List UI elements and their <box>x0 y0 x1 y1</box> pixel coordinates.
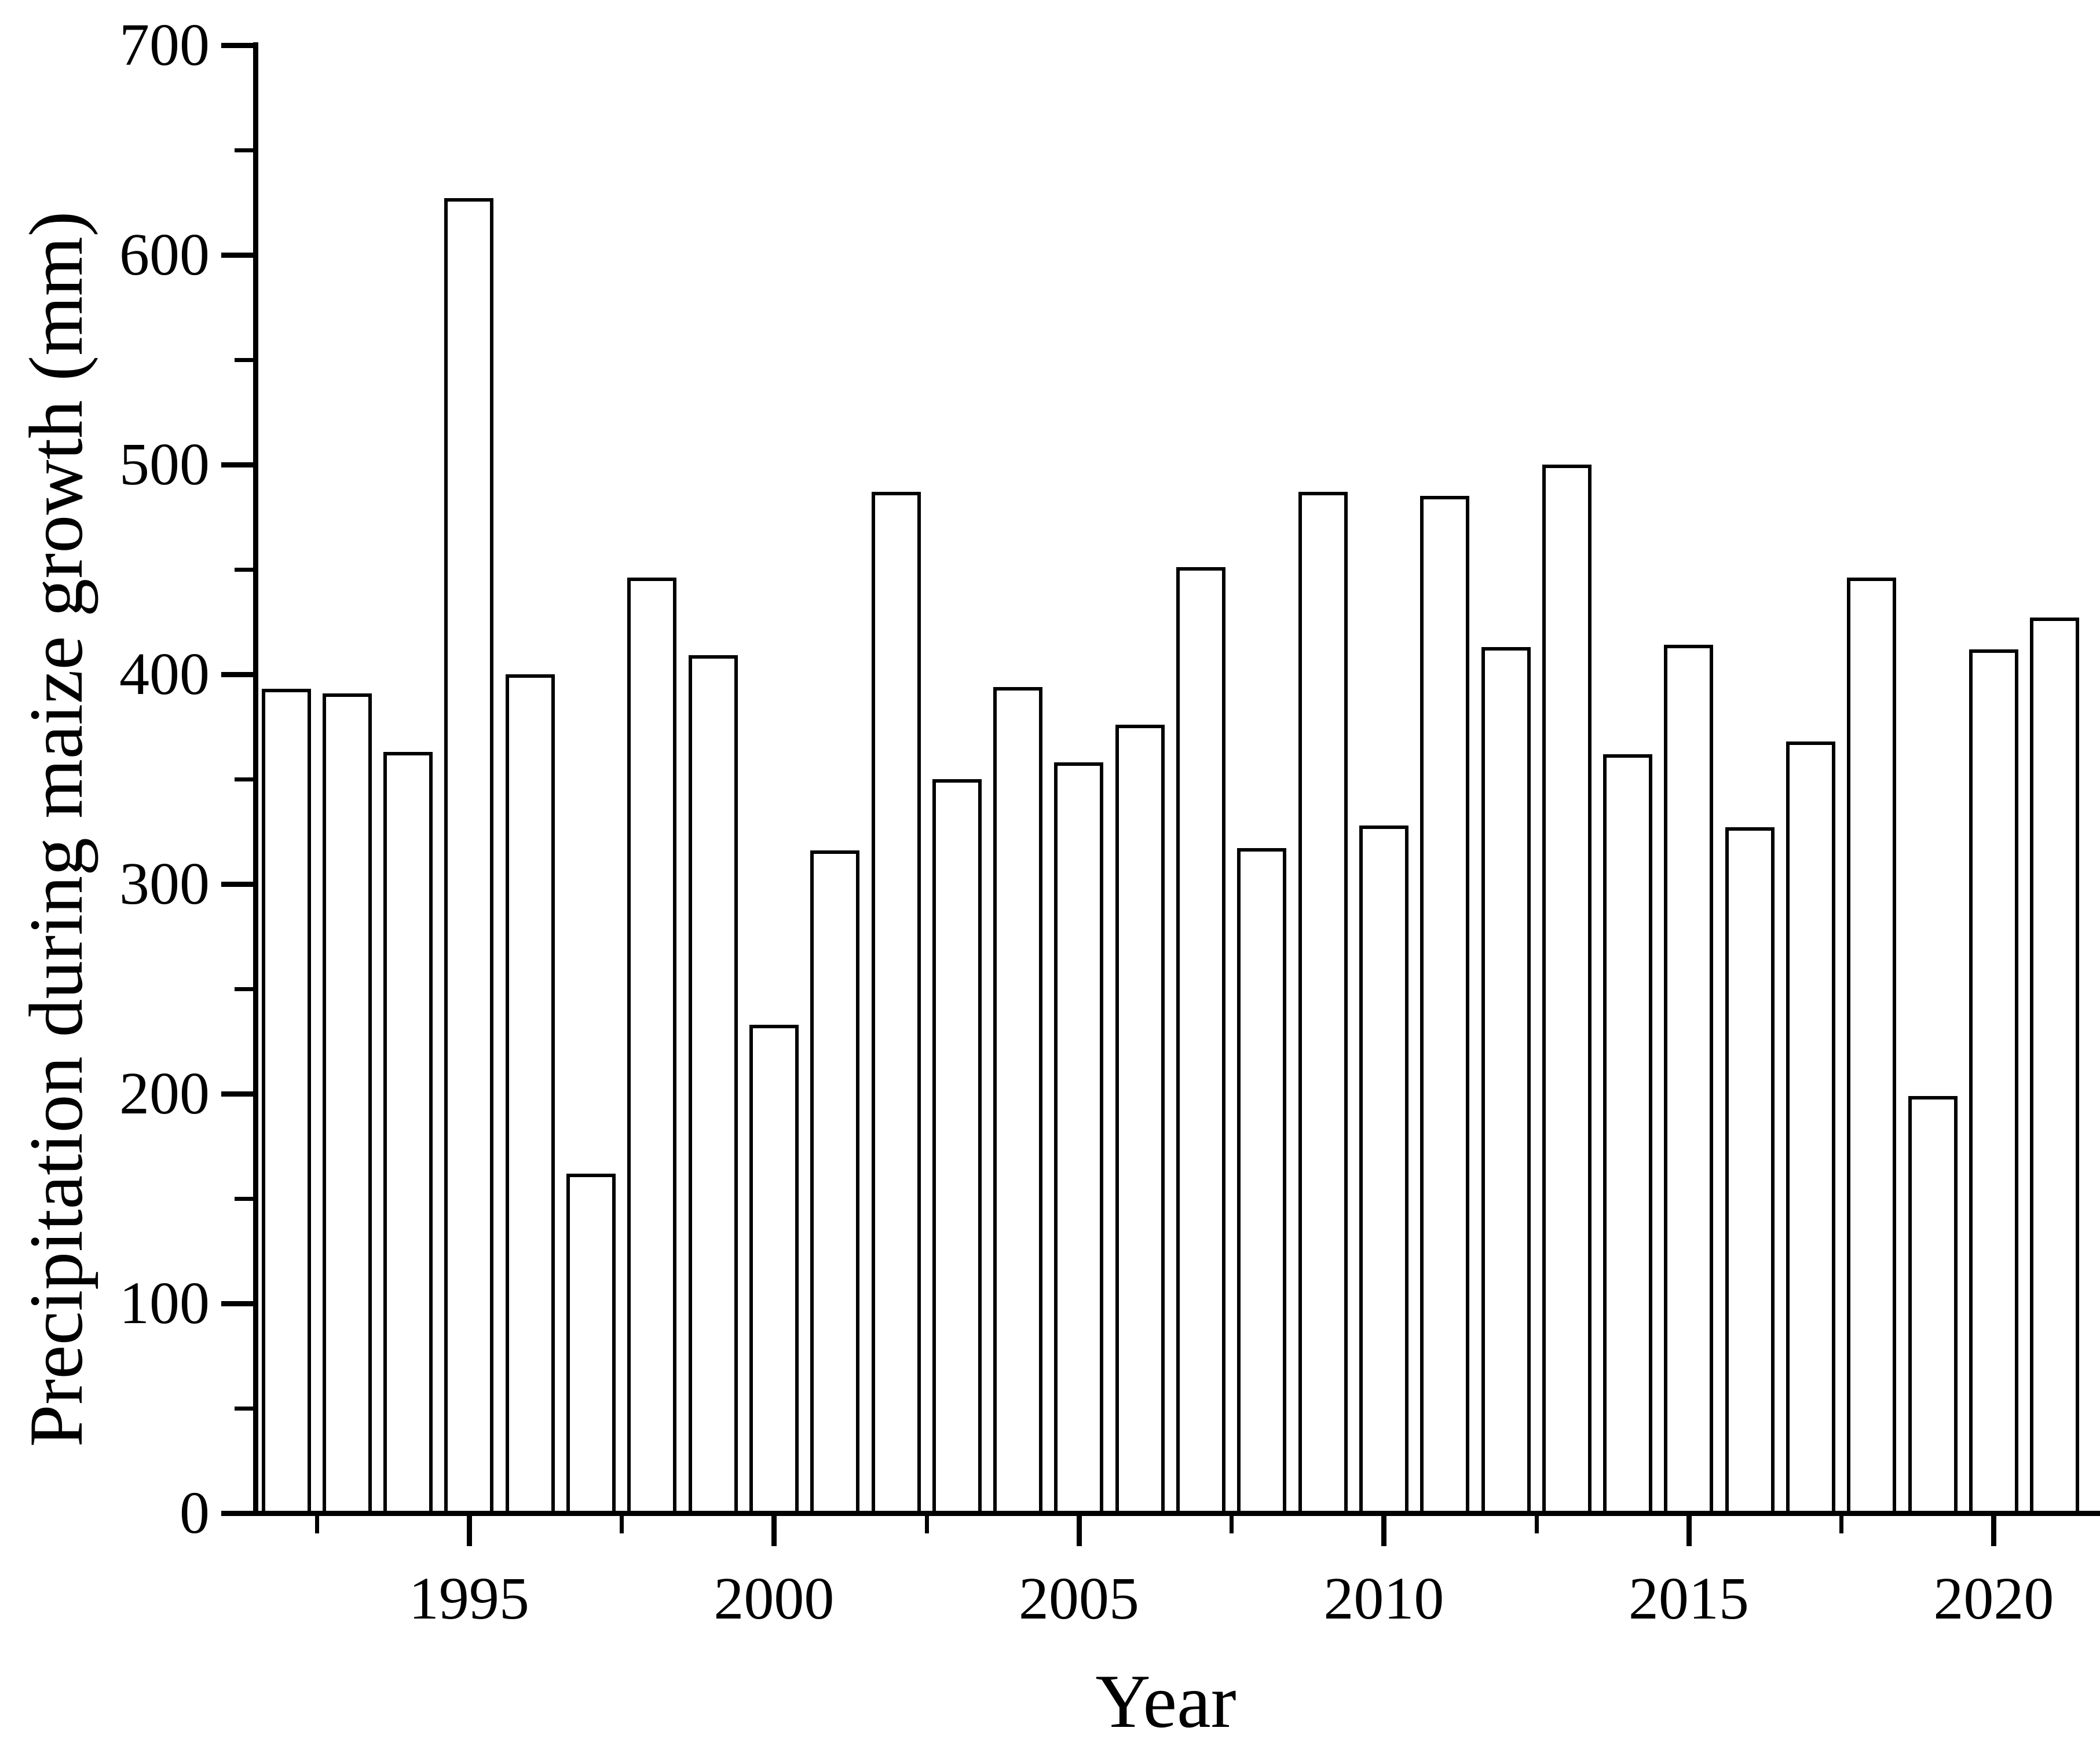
bar-2016 <box>1725 827 1775 1513</box>
y-major-tick-300 <box>221 882 253 887</box>
y-tick-label-600: 600 <box>119 221 210 288</box>
x-minor-tick-2012.5 <box>1534 1516 1539 1533</box>
y-minor-tick-450 <box>235 568 253 572</box>
x-major-tick-2020 <box>1991 1516 1997 1546</box>
bar-1998 <box>627 578 677 1513</box>
x-major-tick-1995 <box>466 1516 472 1546</box>
bar-2015 <box>1664 645 1714 1513</box>
x-minor-tick-2017.5 <box>1839 1516 1844 1533</box>
x-tick-label-2000: 2000 <box>714 1565 835 1632</box>
y-major-tick-0 <box>221 1511 253 1516</box>
y-major-tick-100 <box>221 1301 253 1306</box>
y-axis-spine <box>253 42 258 1516</box>
x-tick-label-2010: 2010 <box>1323 1565 1444 1632</box>
x-major-tick-2010 <box>1381 1516 1387 1546</box>
bar-2021 <box>2030 618 2080 1513</box>
x-minor-tick-2007.5 <box>1230 1516 1234 1533</box>
y-tick-label-200: 200 <box>119 1060 210 1127</box>
bar-2017 <box>1786 741 1835 1513</box>
y-minor-tick-250 <box>235 987 253 991</box>
bar-2005 <box>1054 762 1104 1513</box>
y-minor-tick-150 <box>235 1197 253 1201</box>
y-minor-tick-350 <box>235 777 253 781</box>
bar-2010 <box>1359 825 1408 1513</box>
x-minor-tick-1997.5 <box>620 1516 624 1533</box>
y-axis-title: Precipitation during maize growth (mm) <box>13 211 98 1447</box>
bar-2002 <box>871 492 921 1513</box>
x-tick-label-2020: 2020 <box>1933 1565 2054 1632</box>
bar-2011 <box>1420 496 1470 1513</box>
bar-1993 <box>322 693 372 1513</box>
bar-2014 <box>1603 754 1653 1513</box>
y-major-tick-200 <box>221 1091 253 1097</box>
x-axis-title: Year <box>1095 1659 1236 1744</box>
x-major-tick-2000 <box>771 1516 777 1546</box>
y-minor-tick-550 <box>235 358 253 362</box>
bar-2009 <box>1298 492 1348 1513</box>
y-tick-label-0: 0 <box>180 1480 210 1546</box>
bar-1995 <box>444 198 494 1513</box>
x-major-tick-2005 <box>1076 1516 1082 1546</box>
bar-1994 <box>383 751 433 1513</box>
y-major-tick-600 <box>221 253 253 258</box>
bar-2008 <box>1237 848 1287 1513</box>
bar-2013 <box>1542 465 1592 1513</box>
y-minor-tick-50 <box>235 1407 253 1411</box>
x-axis-spine <box>229 1511 2100 1516</box>
x-major-tick-2015 <box>1686 1516 1692 1546</box>
y-tick-label-700: 700 <box>119 12 210 78</box>
bar-1997 <box>566 1173 616 1513</box>
y-tick-label-300: 300 <box>119 850 210 917</box>
bar-2007 <box>1176 567 1225 1513</box>
bar-2000 <box>749 1024 799 1513</box>
bar-2001 <box>810 850 860 1513</box>
bar-2006 <box>1115 724 1165 1513</box>
bar-2019 <box>1908 1095 1958 1513</box>
bar-1996 <box>505 674 555 1513</box>
bar-2012 <box>1481 646 1531 1513</box>
bar-2020 <box>1969 649 2018 1513</box>
bar-2018 <box>1847 578 1897 1513</box>
y-tick-label-500: 500 <box>119 431 210 498</box>
y-tick-label-400: 400 <box>119 641 210 707</box>
bar-2003 <box>932 779 982 1513</box>
y-minor-tick-650 <box>235 148 253 152</box>
bar-2004 <box>993 686 1043 1513</box>
y-major-tick-400 <box>221 672 253 677</box>
x-tick-label-2005: 2005 <box>1018 1565 1139 1632</box>
bar-1992 <box>261 689 311 1513</box>
x-minor-tick-1992.5 <box>314 1516 319 1533</box>
x-tick-label-2015: 2015 <box>1628 1565 1749 1632</box>
y-major-tick-500 <box>221 462 253 467</box>
y-major-tick-700 <box>221 43 253 48</box>
x-minor-tick-2002.5 <box>924 1516 929 1533</box>
y-tick-label-100: 100 <box>119 1270 210 1336</box>
bar-1999 <box>688 655 738 1513</box>
x-tick-label-1995: 1995 <box>408 1565 529 1632</box>
